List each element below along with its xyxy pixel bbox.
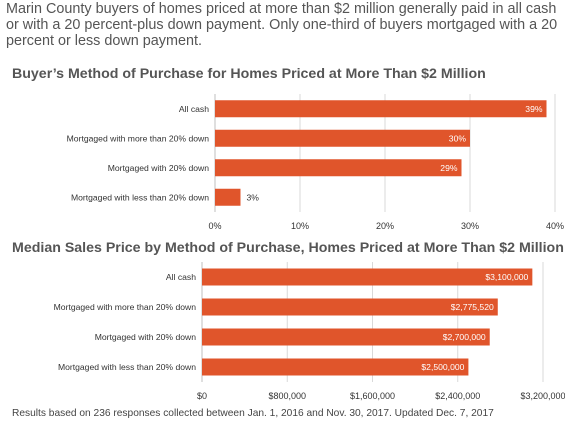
x-tick-label: 40% xyxy=(546,221,564,231)
bar xyxy=(202,358,469,376)
bar xyxy=(202,298,498,316)
footnote: Results based on 236 responses collected… xyxy=(12,408,494,419)
data-label: 29% xyxy=(440,163,458,173)
x-tick-label: $3,200,000 xyxy=(520,391,565,401)
data-label: $3,100,000 xyxy=(485,272,528,282)
category-label: Mortgaged with less than 20% down xyxy=(58,362,196,372)
bar xyxy=(215,188,241,206)
data-label: 30% xyxy=(449,133,467,143)
chart-method-of-purchase: 0% 10% 20% 30% 40% All cash 39% Mortgaged with … xyxy=(67,94,564,231)
chart-median-sales-price: $0 $800,000 $1,600,000 $2,400,000 $3,200,000… xyxy=(54,262,565,401)
chart-title-method: Buyer’s Method of Purchase for Homes Pri… xyxy=(12,66,486,82)
bar xyxy=(215,100,547,118)
x-tick-label: 10% xyxy=(291,221,309,231)
data-label: 39% xyxy=(525,104,543,114)
bar xyxy=(215,159,462,177)
category-label: Mortgaged with 20% down xyxy=(108,163,209,173)
data-label: 3% xyxy=(247,192,260,202)
x-tick-label: 30% xyxy=(461,221,479,231)
category-label: All cash xyxy=(166,272,196,282)
chart-title-median-price: Median Sales Price by Method of Purchase… xyxy=(12,240,564,256)
x-tick-label: 0% xyxy=(208,221,221,231)
x-tick-label: $0 xyxy=(197,391,207,401)
bar xyxy=(215,129,470,147)
data-label: $2,775,520 xyxy=(451,302,494,312)
intro-text: Marin County buyers of homes priced at m… xyxy=(6,1,558,49)
x-tick-label: $2,400,000 xyxy=(435,391,480,401)
bar xyxy=(202,328,490,346)
data-label: $2,500,000 xyxy=(421,362,464,372)
category-label: Mortgaged with more than 20% down xyxy=(54,302,197,312)
data-label: $2,700,000 xyxy=(443,332,486,342)
x-tick-label: $1,600,000 xyxy=(350,391,395,401)
x-tick-label: 20% xyxy=(376,221,394,231)
x-tick-label: $800,000 xyxy=(268,391,306,401)
category-label: Mortgaged with 20% down xyxy=(95,332,196,342)
category-label: Mortgaged with more than 20% down xyxy=(67,133,210,143)
bar xyxy=(202,268,533,286)
category-label: All cash xyxy=(179,104,209,114)
category-label: Mortgaged with less than 20% down xyxy=(71,192,209,202)
